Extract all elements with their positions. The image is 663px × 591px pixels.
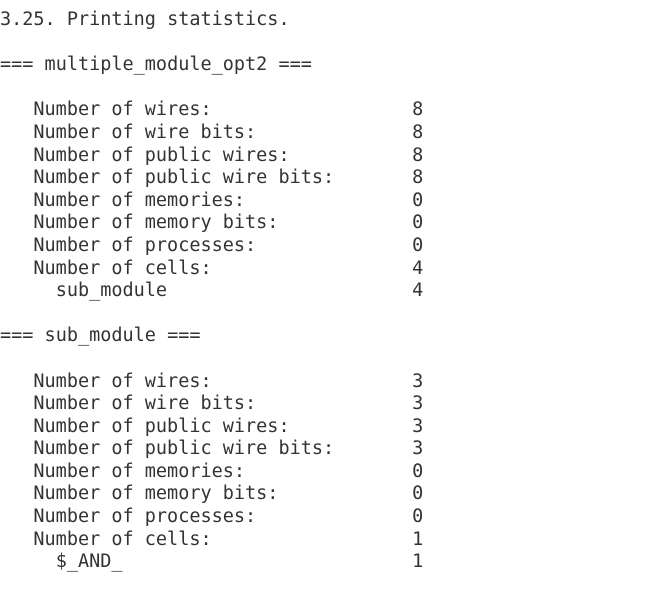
stat-label: Number of public wires: bbox=[33, 144, 290, 166]
stat-label: Number of cells: bbox=[33, 257, 212, 279]
stat-value: 8 bbox=[412, 99, 424, 121]
stat-label: Number of wires: bbox=[33, 99, 212, 121]
stat-row: Number of memory bits: 0 bbox=[0, 483, 663, 506]
stat-row: Number of processes: 0 bbox=[0, 235, 663, 258]
stat-row: Number of public wires: 8 bbox=[0, 145, 663, 168]
cell-type-count: 1 bbox=[412, 551, 424, 573]
blank-line bbox=[0, 348, 663, 371]
heading: 3.25. Printing statistics. bbox=[0, 9, 290, 30]
stat-row: Number of wires: 3 bbox=[0, 371, 663, 394]
stat-label: Number of memory bits: bbox=[33, 212, 279, 234]
stat-label: Number of memories: bbox=[33, 460, 246, 482]
stat-row: Number of cells: 4 bbox=[0, 258, 663, 281]
stat-value: 3 bbox=[412, 370, 424, 392]
stat-value: 0 bbox=[412, 460, 424, 482]
stat-label: Number of public wires: bbox=[33, 415, 290, 437]
stat-label: Number of processes: bbox=[33, 506, 257, 528]
blank-line bbox=[0, 303, 663, 326]
stat-value: 3 bbox=[412, 393, 424, 415]
blank-line bbox=[0, 32, 663, 55]
stat-label: Number of memories: bbox=[33, 189, 246, 211]
cell-type-row: sub_module 4 bbox=[0, 280, 663, 303]
stat-row: Number of wires: 8 bbox=[0, 99, 663, 122]
stat-row: Number of public wires: 3 bbox=[0, 416, 663, 439]
stat-label: Number of processes: bbox=[33, 234, 257, 256]
cell-type-count: 4 bbox=[412, 280, 424, 302]
stat-value: 1 bbox=[412, 528, 424, 550]
cell-type-name: sub_module bbox=[55, 280, 168, 302]
stat-value: 8 bbox=[412, 144, 424, 166]
stat-value: 8 bbox=[412, 121, 424, 143]
stat-row: Number of memory bits: 0 bbox=[0, 212, 663, 235]
cell-type-name: $_AND_ bbox=[55, 551, 123, 573]
stat-value: 8 bbox=[412, 167, 424, 189]
stat-value: 0 bbox=[412, 234, 424, 256]
stat-value: 0 bbox=[412, 506, 424, 528]
cell-type-row: $_AND_ 1 bbox=[0, 551, 663, 574]
stat-row: Number of cells: 1 bbox=[0, 529, 663, 552]
stat-value: 0 bbox=[412, 212, 424, 234]
stat-row: Number of public wire bits: 3 bbox=[0, 438, 663, 461]
stat-row: Number of memories: 0 bbox=[0, 190, 663, 213]
stat-value: 4 bbox=[412, 257, 424, 279]
stat-row: Number of processes: 0 bbox=[0, 506, 663, 529]
stat-row: Number of wire bits: 3 bbox=[0, 393, 663, 416]
section-title: === multiple_module_opt2 === bbox=[0, 54, 312, 76]
stat-label: Number of wire bits: bbox=[33, 393, 257, 415]
stat-value: 3 bbox=[412, 415, 424, 437]
stat-label: Number of cells: bbox=[33, 528, 212, 550]
section-title: === sub_module === bbox=[0, 325, 201, 347]
stat-label: Number of memory bits: bbox=[33, 483, 279, 505]
stat-row: Number of wire bits: 8 bbox=[0, 122, 663, 145]
stat-label: Number of public wire bits: bbox=[33, 438, 335, 460]
stat-value: 3 bbox=[412, 438, 424, 460]
stat-label: Number of wires: bbox=[33, 370, 212, 392]
stat-label: Number of public wire bits: bbox=[33, 167, 335, 189]
stat-row: Number of memories: 0 bbox=[0, 461, 663, 484]
stat-label: Number of wire bits: bbox=[33, 121, 257, 143]
blank-line bbox=[0, 77, 663, 100]
stat-value: 0 bbox=[412, 189, 424, 211]
stat-value: 0 bbox=[412, 483, 424, 505]
stat-row: Number of public wire bits: 8 bbox=[0, 167, 663, 190]
